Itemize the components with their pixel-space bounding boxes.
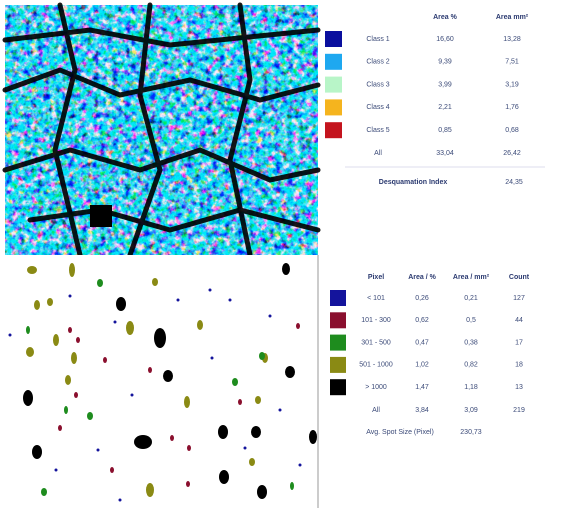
pixel-range: 301 - 500 <box>361 339 391 346</box>
color-swatch <box>330 356 346 373</box>
area-mm2: 0,68 <box>505 127 519 134</box>
area-percent: 1,02 <box>415 362 429 369</box>
color-swatch <box>325 53 342 70</box>
area-mm2: 13,28 <box>503 36 521 43</box>
color-swatch <box>330 379 346 396</box>
count: 13 <box>515 384 523 391</box>
area-percent: 9,39 <box>438 59 452 66</box>
color-swatch <box>330 334 346 351</box>
area-mm2: 0,5 <box>466 317 476 324</box>
total-area-percent: 3,84 <box>415 407 429 414</box>
index-value: 24,35 <box>505 179 523 186</box>
area-percent: 0,47 <box>415 339 429 346</box>
pixel-range: < 101 <box>367 295 385 302</box>
area-percent: 0,85 <box>438 127 452 134</box>
total-area-percent: 33,04 <box>436 150 454 157</box>
class-label: Class 1 <box>366 36 389 43</box>
count: 44 <box>515 317 523 324</box>
column-header: Area / mm² <box>453 274 490 281</box>
area-mm2: 0,38 <box>464 339 478 346</box>
pixel-range: 501 - 1000 <box>359 362 393 369</box>
column-header: Area mm² <box>496 14 529 21</box>
heatmap-image <box>2 2 321 258</box>
column-header: Pixel <box>368 274 384 281</box>
class-label: Class 5 <box>366 127 389 134</box>
class-label: Class 4 <box>366 104 389 111</box>
pixel-range: > 1000 <box>365 384 387 391</box>
avg-label: Avg. Spot Size (Pixel) <box>366 429 434 436</box>
column-header: Area / % <box>408 274 436 281</box>
column-header: Area % <box>433 14 458 21</box>
pixel-range: 101 - 300 <box>361 317 391 324</box>
area-mm2: 0,21 <box>464 295 478 302</box>
area-percent: 3,99 <box>438 81 452 88</box>
area-mm2: 7,51 <box>505 59 519 66</box>
avg-value: 230,73 <box>460 429 482 436</box>
area-percent: 16,60 <box>436 36 454 43</box>
index-label: Desquamation Index <box>379 179 448 186</box>
total-count: 219 <box>513 407 525 414</box>
count: 18 <box>515 362 523 369</box>
column-header: Count <box>509 274 530 281</box>
total-area-mm2: 26,42 <box>503 150 521 157</box>
tables: Area % Area mm² Class 1 16,60 13,28 Class 2 9,… <box>325 14 545 436</box>
area-mm2: 1,76 <box>505 104 519 111</box>
class-label: Class 2 <box>366 59 389 66</box>
color-swatch <box>330 290 346 306</box>
area-mm2: 1,18 <box>464 384 478 391</box>
area-percent: 0,62 <box>415 317 429 324</box>
area-percent: 1,47 <box>415 384 429 391</box>
color-swatch <box>325 76 342 93</box>
total-label: All <box>372 407 380 414</box>
area-percent: 0,26 <box>415 295 429 302</box>
area-percent: 2,21 <box>438 104 452 111</box>
total-label: All <box>374 150 382 157</box>
color-swatch <box>330 312 346 329</box>
class-label: Class 3 <box>366 81 389 88</box>
color-swatch <box>325 31 342 47</box>
spot-image <box>5 255 319 508</box>
count: 127 <box>513 295 525 302</box>
area-mm2: 3,19 <box>505 81 519 88</box>
total-area-mm2: 3,09 <box>464 407 478 414</box>
color-swatch <box>325 99 342 116</box>
count: 17 <box>515 339 523 346</box>
color-swatch <box>325 122 342 139</box>
area-mm2: 0,82 <box>464 362 478 369</box>
